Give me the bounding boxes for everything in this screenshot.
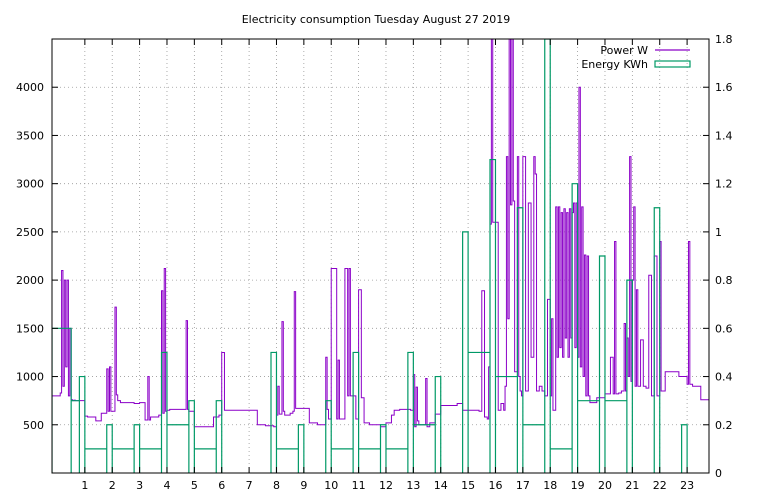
axes: 1 2 3 4 5 6 7 8 9 10 11 12 13 14 15 16 17 18 19 20 21 22 23500… [16,33,733,492]
y2-tick-label: 0 [715,467,722,480]
x-tick-label: 16 [488,479,502,492]
y2-tick-label: 0.2 [715,419,733,432]
x-tick-label: 17 [516,479,530,492]
x-tick-label: 23 [680,479,694,492]
x-tick-label: 8 [273,479,280,492]
x-tick-label: 22 [653,479,667,492]
x-tick-label: 9 [300,479,307,492]
x-tick-label: 13 [406,479,420,492]
y-tick-label: 3000 [16,178,44,191]
y-tick-label: 500 [23,419,44,432]
y-tick-label: 1500 [16,322,44,335]
legend-label: Power W [600,44,648,57]
y-tick-label: 3500 [16,129,44,142]
x-tick-label: 10 [324,479,338,492]
legend-swatch-energy [654,60,691,68]
y-tick-label: 2500 [16,226,44,239]
x-tick-label: 11 [352,479,366,492]
y-tick-label: 1000 [16,371,44,384]
plot-area [52,39,709,473]
grid-lines [52,39,709,473]
y2-tick-label: 1.6 [715,81,733,94]
y-tick-label: 4000 [16,81,44,94]
x-tick-label: 15 [461,479,475,492]
y2-tick-label: 1.8 [715,33,733,46]
y2-tick-label: 1 [715,226,722,239]
chart-title: Electricity consumption Tuesday August 2… [242,13,511,26]
legend-label: Energy KWh [581,58,648,71]
x-tick-label: 2 [109,479,116,492]
x-tick-label: 1 [81,479,88,492]
x-tick-label: 7 [246,479,253,492]
x-tick-label: 14 [434,479,448,492]
y-tick-label: 2000 [16,274,44,287]
y2-tick-label: 0.4 [715,371,733,384]
plot-frame [51,38,710,474]
y2-tick-label: 1.4 [715,129,733,142]
x-tick-label: 5 [191,479,198,492]
x-tick-label: 3 [136,479,143,492]
y2-tick-label: 0.6 [715,322,733,335]
series-energy-kwh-bars [52,39,688,473]
y2-tick-label: 0.8 [715,274,733,287]
x-tick-label: 12 [379,479,393,492]
x-tick-label: 18 [543,479,557,492]
x-tick-label: 6 [218,479,225,492]
series-power-w-line [52,39,709,428]
x-tick-label: 4 [163,479,170,492]
y2-tick-label: 1.2 [715,178,733,191]
x-tick-label: 19 [571,479,585,492]
x-tick-label: 21 [625,479,639,492]
x-tick-label: 20 [598,479,612,492]
